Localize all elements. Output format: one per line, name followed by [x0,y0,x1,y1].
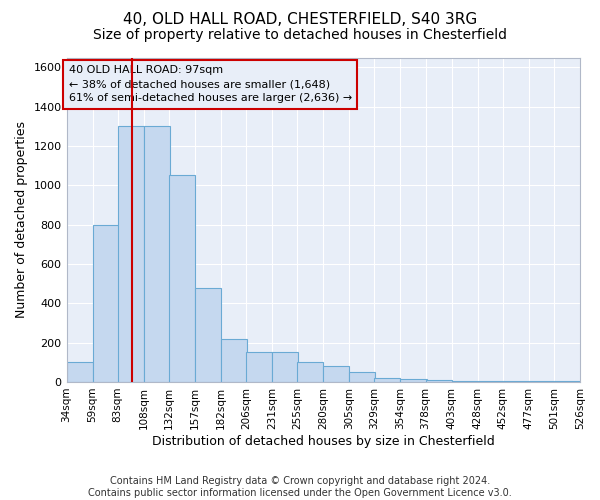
Bar [246,352,272,382]
Bar [118,126,144,382]
Bar [349,372,376,382]
Bar [374,378,400,382]
Bar [503,381,529,382]
Y-axis label: Number of detached properties: Number of detached properties [15,121,28,318]
Bar [169,176,195,382]
Bar [554,381,580,382]
Bar [425,380,452,382]
Bar [144,126,170,382]
Text: 40, OLD HALL ROAD, CHESTERFIELD, S40 3RG: 40, OLD HALL ROAD, CHESTERFIELD, S40 3RG [123,12,477,28]
Bar [400,379,427,382]
Bar [195,288,221,382]
Bar [92,224,119,382]
Text: 40 OLD HALL ROAD: 97sqm
← 38% of detached houses are smaller (1,648)
61% of semi: 40 OLD HALL ROAD: 97sqm ← 38% of detache… [68,66,352,104]
Bar [221,338,247,382]
Bar [529,381,555,382]
X-axis label: Distribution of detached houses by size in Chesterfield: Distribution of detached houses by size … [152,434,494,448]
Bar [452,381,478,382]
Bar [272,352,298,382]
Bar [478,381,504,382]
Text: Size of property relative to detached houses in Chesterfield: Size of property relative to detached ho… [93,28,507,42]
Text: Contains HM Land Registry data © Crown copyright and database right 2024.
Contai: Contains HM Land Registry data © Crown c… [88,476,512,498]
Bar [323,366,349,382]
Bar [67,362,92,382]
Bar [297,362,323,382]
